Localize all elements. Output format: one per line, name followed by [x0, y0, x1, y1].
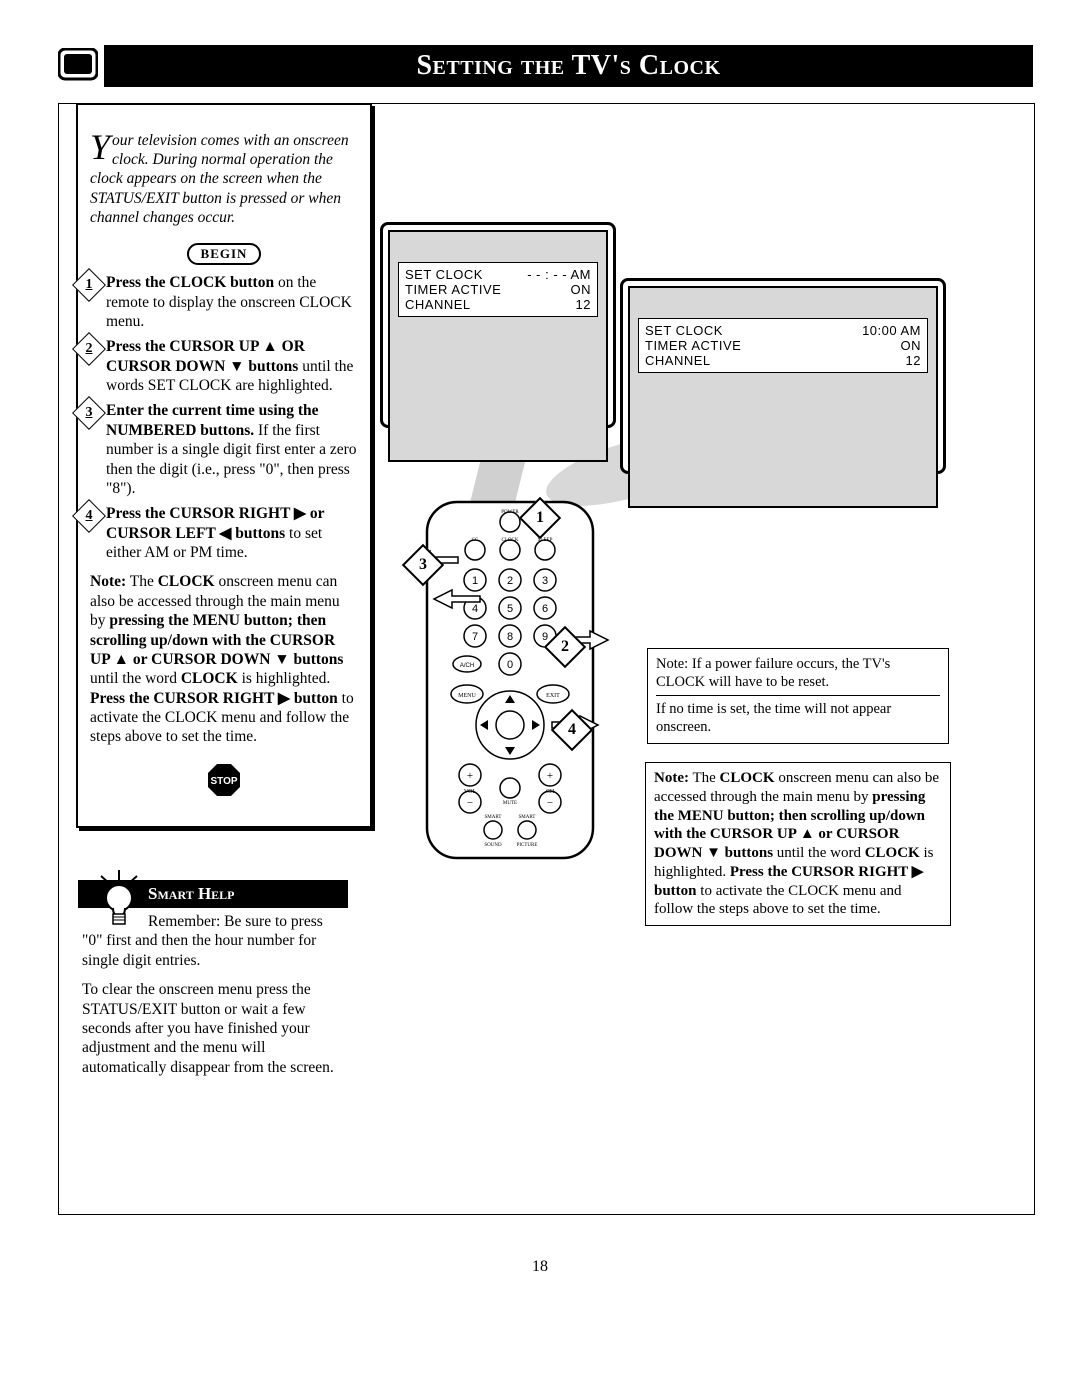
page-title: Setting the TV's Clock: [104, 45, 1033, 87]
svg-text:A/CH: A/CH: [460, 663, 474, 669]
osd2-channel-label: CHANNEL: [645, 353, 711, 368]
step-2-bold: Press the CURSOR UP ▲ OR CURSOR DOWN ▼ b…: [106, 338, 305, 374]
stop-marker: STOP: [90, 762, 358, 803]
smart-p2: To clear the onscreen menu press the STA…: [82, 980, 340, 1077]
svg-text:MUTE: MUTE: [503, 801, 517, 806]
svg-text:+: +: [467, 770, 473, 782]
svg-text:−: −: [467, 797, 473, 809]
svg-text:STOP: STOP: [210, 776, 237, 787]
svg-text:2: 2: [507, 575, 513, 587]
svg-text:8: 8: [507, 631, 513, 643]
step-4: 4 Press the CURSOR RIGHT ▶ or CURSOR LEF…: [90, 504, 358, 562]
power-failure-note: Note: If a power failure occurs, the TV'…: [647, 648, 949, 744]
smart-help-text: Remember: Be sure to press "0" first and…: [82, 912, 340, 1087]
svg-text:SMART: SMART: [485, 815, 502, 820]
intro-paragraph: Your television comes with an onscreen c…: [90, 131, 358, 228]
svg-text:6: 6: [542, 603, 548, 615]
svg-text:0: 0: [507, 659, 513, 671]
osd-menu-before: SET CLOCK - - : - - AM TIMER ACTIVE ON CHA…: [398, 262, 598, 317]
osd2-setclock-label: SET CLOCK: [645, 323, 723, 338]
tv-screen-before: SET CLOCK - - : - - AM TIMER ACTIVE ON CHA…: [380, 222, 616, 428]
svg-text:EXIT: EXIT: [546, 693, 560, 699]
instruction-box: Your television comes with an onscreen c…: [76, 103, 372, 828]
svg-text:POWER: POWER: [501, 510, 519, 515]
hand-icon: [432, 584, 482, 614]
svg-text:SOUND: SOUND: [484, 843, 502, 848]
osd1-channel-label: CHANNEL: [405, 297, 471, 312]
osd1-setclock-label: SET CLOCK: [405, 267, 483, 282]
page-number: 18: [0, 1258, 1080, 1276]
svg-text:−: −: [547, 797, 553, 809]
alt-access-note: Note: The CLOCK onscreen menu can also b…: [90, 572, 358, 746]
osd1-channel-val: 12: [576, 297, 591, 312]
svg-text:9: 9: [542, 631, 548, 643]
osd1-timer-label: TIMER ACTIVE: [405, 282, 501, 297]
svg-text:SMART: SMART: [519, 815, 536, 820]
svg-text:VOL: VOL: [464, 789, 477, 795]
osd-menu-after: SET CLOCK 10:00 AM TIMER ACTIVE ON CHANNEL…: [638, 318, 928, 373]
tv-screen-after: SET CLOCK 10:00 AM TIMER ACTIVE ON CHANNEL…: [620, 278, 946, 474]
begin-marker: BEGIN: [90, 243, 358, 265]
side-note-2: If no time is set, the time will not app…: [656, 695, 940, 736]
svg-text:3: 3: [542, 575, 548, 587]
osd1-setclock-val: - - : - - AM: [527, 267, 591, 282]
side-note-1: Note: If a power failure occurs, the TV'…: [656, 655, 940, 691]
svg-text:CH: CH: [546, 789, 555, 795]
step-3: 3 Enter the current time using the NUMBE…: [90, 401, 358, 498]
osd2-channel-val: 12: [906, 353, 921, 368]
svg-text:PICTURE: PICTURE: [517, 843, 538, 848]
tv-header-icon: [58, 48, 98, 83]
smart-p1: Remember: Be sure to press "0" first and…: [82, 912, 340, 970]
svg-text:MENU: MENU: [458, 693, 476, 699]
step-1-bold: Press the CLOCK button: [106, 274, 274, 291]
svg-text:CC: CC: [472, 538, 479, 543]
osd2-setclock-val: 10:00 AM: [862, 323, 921, 338]
svg-text:+: +: [547, 770, 553, 782]
osd2-timer-val: ON: [901, 338, 922, 353]
svg-text:5: 5: [507, 603, 513, 615]
svg-text:7: 7: [472, 631, 478, 643]
alt-access-note-right: Note: The CLOCK onscreen menu can also b…: [645, 762, 951, 926]
step-1: 1 Press the CLOCK button on the remote t…: [90, 273, 358, 331]
svg-text:CLOCK: CLOCK: [502, 538, 519, 543]
osd2-timer-label: TIMER ACTIVE: [645, 338, 741, 353]
osd1-timer-val: ON: [571, 282, 592, 297]
step-2: 2 Press the CURSOR UP ▲ OR CURSOR DOWN ▼…: [90, 337, 358, 395]
